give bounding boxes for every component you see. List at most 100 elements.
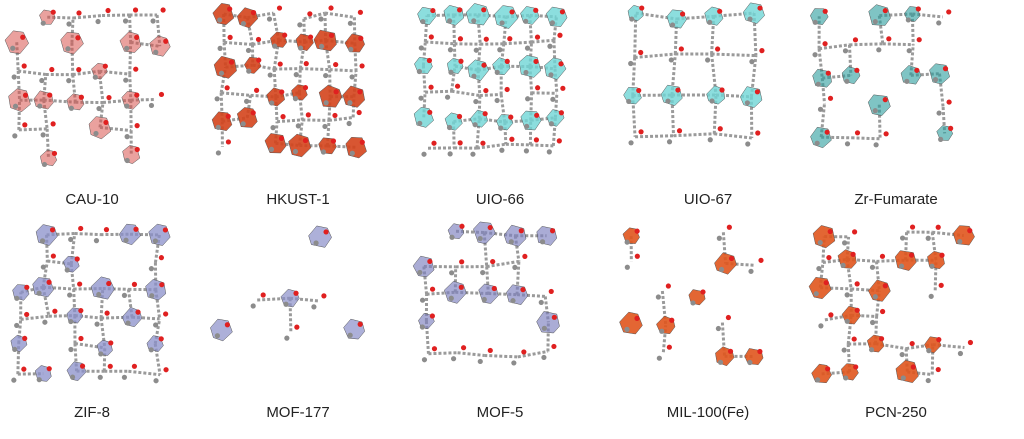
carbon-atom xyxy=(524,123,530,129)
oxygen-atom xyxy=(669,317,675,323)
oxygen-atom xyxy=(482,111,488,117)
carbon-atom xyxy=(715,325,722,332)
metal-cluster xyxy=(473,221,496,245)
carbon-atom xyxy=(217,17,223,23)
oxygen-atom xyxy=(134,123,140,129)
oxygen-atom xyxy=(359,63,365,69)
oxygen-atom xyxy=(548,288,554,295)
oxygen-atom xyxy=(224,85,230,91)
oxygen-atom xyxy=(882,8,888,14)
oxygen-atom xyxy=(679,11,686,17)
oxygen-atom xyxy=(883,131,889,137)
carbon-atom xyxy=(498,125,504,131)
oxygen-atom xyxy=(852,37,859,43)
metal-cluster xyxy=(465,3,490,26)
linker xyxy=(274,121,279,144)
linker xyxy=(505,142,531,147)
carbon-atom xyxy=(872,294,878,300)
oxygen-atom xyxy=(46,279,52,285)
linker xyxy=(328,115,354,122)
oxygen-atom xyxy=(914,67,920,73)
carbon-atom xyxy=(480,269,486,276)
linker xyxy=(300,67,330,72)
linker xyxy=(820,78,826,104)
carbon-atom xyxy=(842,240,848,246)
linker xyxy=(425,89,452,94)
carbon-atom xyxy=(416,68,422,75)
linker xyxy=(529,92,534,121)
linker xyxy=(503,122,508,145)
metal-cluster xyxy=(35,224,58,246)
oxygen-atom xyxy=(225,113,231,119)
carbon-atom xyxy=(347,20,354,26)
oxygen-atom xyxy=(481,7,487,13)
oxygen-atom xyxy=(886,36,892,42)
carbon-atom xyxy=(844,141,851,147)
linker xyxy=(47,15,74,20)
structure-label: MIL-100(Fe) xyxy=(667,404,750,421)
carbon-atom xyxy=(624,264,630,270)
metal-cluster xyxy=(90,276,115,300)
oxygen-atom xyxy=(935,224,941,230)
carbon-atom xyxy=(269,100,275,106)
metal-cluster xyxy=(8,88,31,113)
oxygen-atom xyxy=(666,344,672,350)
carbon-atom xyxy=(92,74,98,80)
carbon-atom xyxy=(869,264,876,270)
oxygen-atom xyxy=(822,41,828,47)
metal-cluster xyxy=(213,55,237,79)
oxygen-atom xyxy=(882,283,888,289)
carbon-atom xyxy=(68,346,74,353)
carbon-atom xyxy=(494,97,500,104)
carbon-atom xyxy=(125,320,131,326)
oxygen-atom xyxy=(825,70,831,76)
carbon-atom xyxy=(11,74,17,80)
oxygen-atom xyxy=(256,57,262,63)
linker xyxy=(720,322,727,357)
carbon-atom xyxy=(39,77,45,84)
oxygen-atom xyxy=(158,255,165,261)
carbon-atom xyxy=(215,150,222,156)
carbon-atom xyxy=(549,20,556,26)
oxygen-atom xyxy=(307,11,313,17)
structure-label: ZIF-8 xyxy=(74,404,110,421)
oxygen-atom xyxy=(676,128,683,134)
carbon-atom xyxy=(538,299,544,306)
metal-cluster xyxy=(318,84,343,108)
carbon-atom xyxy=(659,328,665,334)
linker xyxy=(849,42,883,47)
oxygen-atom xyxy=(75,35,81,41)
carbon-atom xyxy=(932,77,939,83)
oxygen-atom xyxy=(456,113,463,120)
metal-cluster xyxy=(536,311,560,334)
oxygen-atom xyxy=(328,5,334,11)
metal-cluster xyxy=(308,225,332,248)
carbon-atom xyxy=(418,95,424,101)
oxygen-atom xyxy=(333,61,339,68)
structure-panel xyxy=(211,3,367,159)
oxygen-atom xyxy=(727,348,734,354)
oxygen-atom xyxy=(430,7,436,14)
linker xyxy=(276,118,303,124)
oxygen-atom xyxy=(757,348,763,355)
oxygen-atom xyxy=(521,349,527,355)
carbon-atom xyxy=(95,18,101,25)
structure-panel xyxy=(4,7,171,168)
oxygen-atom xyxy=(49,66,55,73)
carbon-atom xyxy=(40,132,46,138)
metal-cluster xyxy=(895,359,919,383)
oxygen-atom xyxy=(133,226,139,232)
carbon-atom xyxy=(898,263,905,269)
oxygen-atom xyxy=(509,9,515,15)
oxygen-atom xyxy=(255,36,262,43)
oxygen-atom xyxy=(551,343,557,350)
oxygen-atom xyxy=(20,34,26,40)
structure-label: Zr-Fumarate xyxy=(854,191,937,208)
linker xyxy=(421,65,427,93)
carbon-atom xyxy=(665,98,671,104)
oxygen-atom xyxy=(357,9,364,15)
carbon-atom xyxy=(690,300,696,306)
oxygen-atom xyxy=(824,129,830,135)
carbon-atom xyxy=(293,72,299,78)
